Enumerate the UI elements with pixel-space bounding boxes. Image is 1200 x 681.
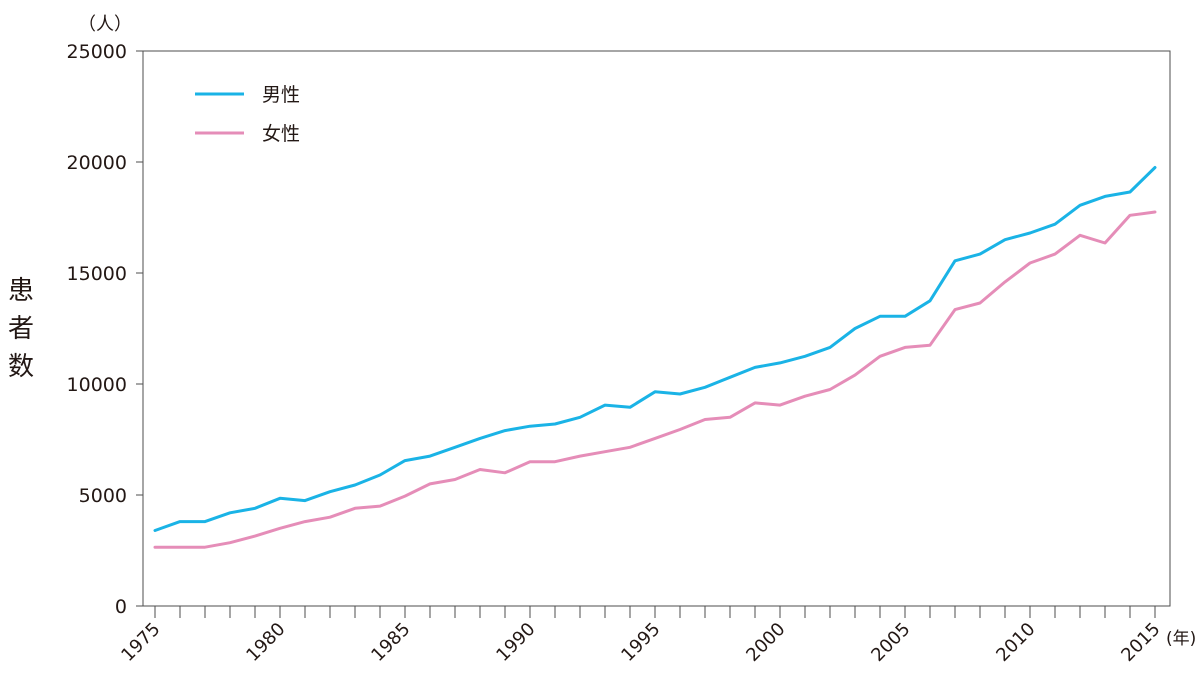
- x-tick-label: 1990: [492, 619, 539, 666]
- x-tick-label: 2015: [1117, 619, 1164, 666]
- y-tick-label: 25000: [67, 41, 127, 63]
- y-tick-label: 15000: [67, 263, 127, 285]
- x-tick-label: 1985: [367, 619, 414, 666]
- y-tick-label: 5000: [79, 485, 127, 507]
- x-tick-label: 1995: [617, 619, 664, 666]
- series-line-1: [153, 166, 1157, 532]
- x-tick-label: 2000: [742, 619, 789, 666]
- y-tick-label: 10000: [67, 374, 127, 396]
- x-tick-label: 1980: [242, 619, 289, 666]
- legend-label: 男性: [262, 84, 300, 106]
- legend-label: 女性: [262, 123, 300, 145]
- x-tick-label: 2010: [992, 619, 1039, 666]
- y-axis-unit: （人）: [78, 14, 132, 35]
- x-axis-unit: (年): [1166, 629, 1197, 649]
- y-tick-label: 0: [115, 596, 127, 618]
- plot-frame: [142, 50, 1171, 607]
- y-axis-label: 患者数: [4, 272, 38, 386]
- y-axis-label-char: 患: [7, 276, 34, 306]
- y-tick-label: 20000: [67, 152, 127, 174]
- series-line-2: [153, 210, 1157, 549]
- y-axis-label-char: 者: [7, 314, 34, 344]
- x-tick-label: 1975: [117, 619, 164, 666]
- x-tick-label: 2005: [867, 619, 914, 666]
- y-axis-label-char: 数: [7, 352, 34, 382]
